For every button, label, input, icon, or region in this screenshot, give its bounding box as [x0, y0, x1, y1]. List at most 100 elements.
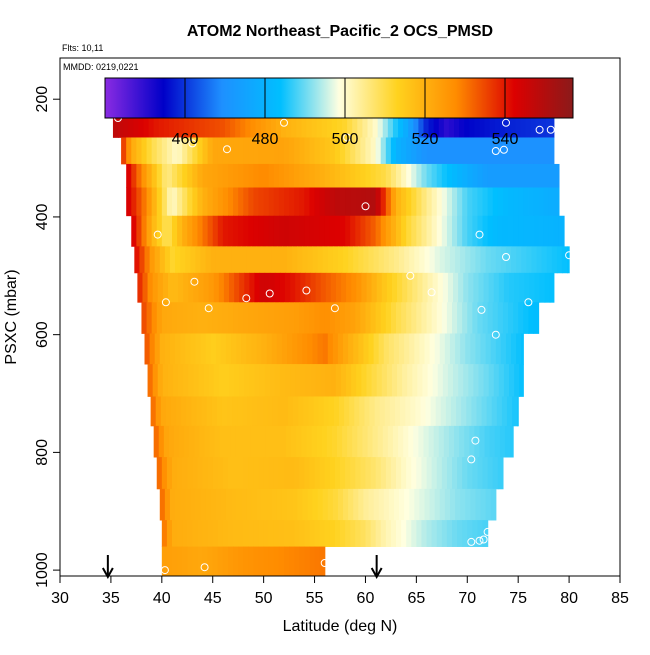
heatmap-cell — [396, 163, 402, 188]
heatmap-cell — [329, 215, 336, 247]
heatmap-cell — [485, 488, 492, 521]
heatmap-cell — [538, 187, 545, 217]
heatmap-cell — [146, 187, 153, 217]
heatmap-cell — [556, 246, 563, 274]
heatmap-cell — [473, 272, 480, 303]
heatmap-cell — [480, 488, 487, 521]
heatmap-cell — [396, 520, 402, 547]
heatmap-cell — [202, 163, 209, 188]
heatmap-cell — [271, 333, 278, 365]
heatmap-cell — [497, 215, 504, 247]
heatmap-cell — [299, 187, 305, 217]
heatmap-cell — [472, 302, 479, 334]
heatmap-cell — [353, 488, 359, 521]
sample-marker — [200, 563, 209, 572]
heatmap-cell — [299, 457, 305, 490]
heatmap-cell — [197, 137, 204, 165]
heatmap-cell — [273, 546, 280, 576]
heatmap-cell — [463, 364, 469, 397]
heatmap-cell — [504, 425, 511, 458]
heatmap-cell — [287, 488, 293, 521]
heatmap-cell — [276, 333, 283, 365]
heatmap-cell — [336, 425, 343, 458]
x-tick-label: 80 — [560, 590, 578, 607]
heatmap-cell — [334, 520, 341, 547]
y-axis-label: PSXC (mbar) — [3, 269, 20, 364]
heatmap-cell — [178, 272, 184, 303]
heatmap-cell — [190, 488, 197, 521]
heatmap-cell — [326, 425, 333, 458]
heatmap-cell — [217, 187, 224, 217]
heatmap-cell — [258, 520, 265, 547]
heatmap-cell — [309, 137, 316, 165]
heatmap-cell — [317, 333, 324, 365]
heatmap-cell — [489, 425, 496, 458]
heatmap-cell — [350, 520, 356, 547]
heatmap-cell — [328, 396, 335, 427]
heatmap-cell — [238, 457, 244, 490]
heatmap-cell — [192, 163, 199, 188]
heatmap-cell — [292, 246, 298, 274]
heatmap-cell — [279, 272, 286, 303]
heatmap-cell — [399, 488, 405, 521]
heatmap-cell — [482, 302, 489, 334]
flights-annotation: Flts: 10,11 — [62, 43, 103, 53]
heatmap-cell — [457, 137, 463, 165]
heatmap-cell — [548, 187, 555, 217]
heatmap-cell — [459, 425, 465, 458]
sample-markers — [114, 95, 574, 575]
heatmap-cell — [268, 187, 275, 217]
heatmap-cell — [319, 457, 326, 490]
heatmap-cell — [533, 187, 540, 217]
heatmap-cell — [348, 333, 354, 365]
heatmap-cell — [419, 246, 426, 274]
heatmap-cell — [497, 457, 504, 490]
heatmap-cell — [438, 425, 445, 458]
heatmap-cell — [462, 302, 468, 334]
heatmap-cell — [284, 546, 290, 576]
heatmap-cell — [178, 364, 184, 397]
heatmap-cell — [444, 246, 451, 274]
heatmap-cell — [455, 488, 461, 521]
sample-marker — [343, 133, 352, 142]
heatmap-cell — [422, 364, 429, 397]
heatmap-cell — [327, 246, 334, 274]
heatmap-cell — [346, 364, 352, 397]
heatmap-cell — [453, 272, 459, 303]
heatmap-cell — [340, 457, 346, 490]
heatmap-cell — [358, 488, 365, 521]
heatmap-cell — [138, 112, 145, 138]
heatmap-cell — [494, 425, 501, 458]
heatmap-cell — [461, 396, 467, 427]
heatmap-cell — [329, 163, 336, 188]
heatmap-cell — [460, 333, 466, 365]
heatmap-cell — [205, 488, 212, 521]
heatmap-cell — [177, 163, 183, 188]
heatmap-cell — [422, 272, 429, 303]
heatmap-cell — [314, 302, 321, 334]
heatmap-cell — [360, 163, 367, 188]
heatmap-cell — [260, 112, 267, 138]
heatmap-cell — [304, 163, 311, 188]
heatmap-cell — [143, 112, 150, 138]
heatmap-cell — [379, 396, 386, 427]
heatmap-cell — [477, 163, 484, 188]
heatmap-cell — [304, 302, 311, 334]
heatmap-cell — [292, 488, 298, 521]
heatmap-cell — [533, 163, 540, 188]
heatmap-cell — [396, 215, 402, 247]
heatmap-cell — [436, 215, 443, 247]
colorbar-tick-label: 480 — [252, 131, 279, 148]
heatmap-cell — [333, 396, 340, 427]
heatmap-cell — [307, 488, 314, 521]
heatmap-cell — [312, 246, 319, 274]
heatmap-cell — [204, 112, 211, 138]
heatmap-cell — [406, 302, 412, 334]
heatmap-cell — [324, 457, 331, 490]
heatmap-cell — [141, 187, 148, 217]
heatmap-cell — [255, 425, 262, 458]
heatmap-cell — [237, 396, 243, 427]
heatmap-cell — [402, 272, 408, 303]
heatmap-cell — [217, 163, 224, 188]
heatmap-cell — [498, 272, 505, 303]
